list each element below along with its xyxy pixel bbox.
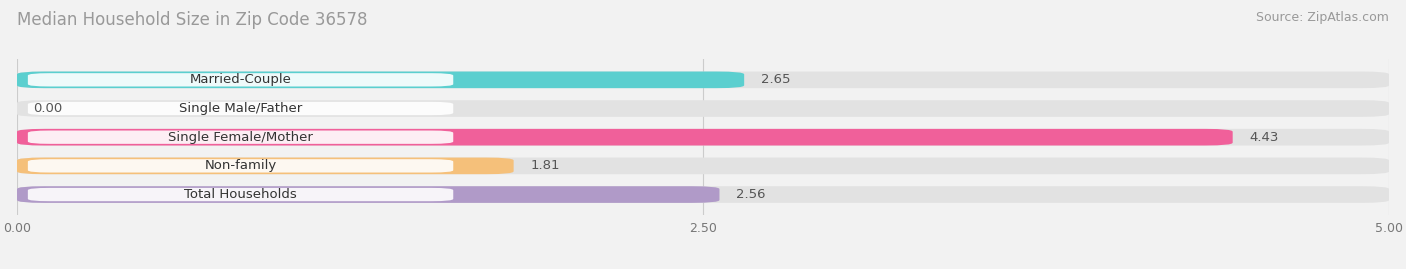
Text: Single Male/Father: Single Male/Father: [179, 102, 302, 115]
Text: Non-family: Non-family: [204, 159, 277, 172]
Text: 0.00: 0.00: [34, 102, 63, 115]
Text: Married-Couple: Married-Couple: [190, 73, 291, 86]
Text: Single Female/Mother: Single Female/Mother: [169, 131, 314, 144]
FancyBboxPatch shape: [17, 72, 1389, 88]
FancyBboxPatch shape: [17, 129, 1389, 146]
Text: 1.81: 1.81: [530, 159, 560, 172]
FancyBboxPatch shape: [17, 158, 513, 174]
Text: Total Households: Total Households: [184, 188, 297, 201]
Text: 2.56: 2.56: [735, 188, 765, 201]
FancyBboxPatch shape: [17, 72, 744, 88]
FancyBboxPatch shape: [17, 186, 1389, 203]
FancyBboxPatch shape: [28, 188, 453, 201]
FancyBboxPatch shape: [17, 129, 1233, 146]
FancyBboxPatch shape: [17, 186, 720, 203]
FancyBboxPatch shape: [17, 158, 1389, 174]
Text: 2.65: 2.65: [761, 73, 790, 86]
FancyBboxPatch shape: [17, 100, 1389, 117]
Text: Median Household Size in Zip Code 36578: Median Household Size in Zip Code 36578: [17, 11, 367, 29]
FancyBboxPatch shape: [28, 159, 453, 172]
FancyBboxPatch shape: [28, 130, 453, 144]
FancyBboxPatch shape: [28, 102, 453, 115]
FancyBboxPatch shape: [28, 73, 453, 87]
Text: Source: ZipAtlas.com: Source: ZipAtlas.com: [1256, 11, 1389, 24]
Text: 4.43: 4.43: [1249, 131, 1278, 144]
